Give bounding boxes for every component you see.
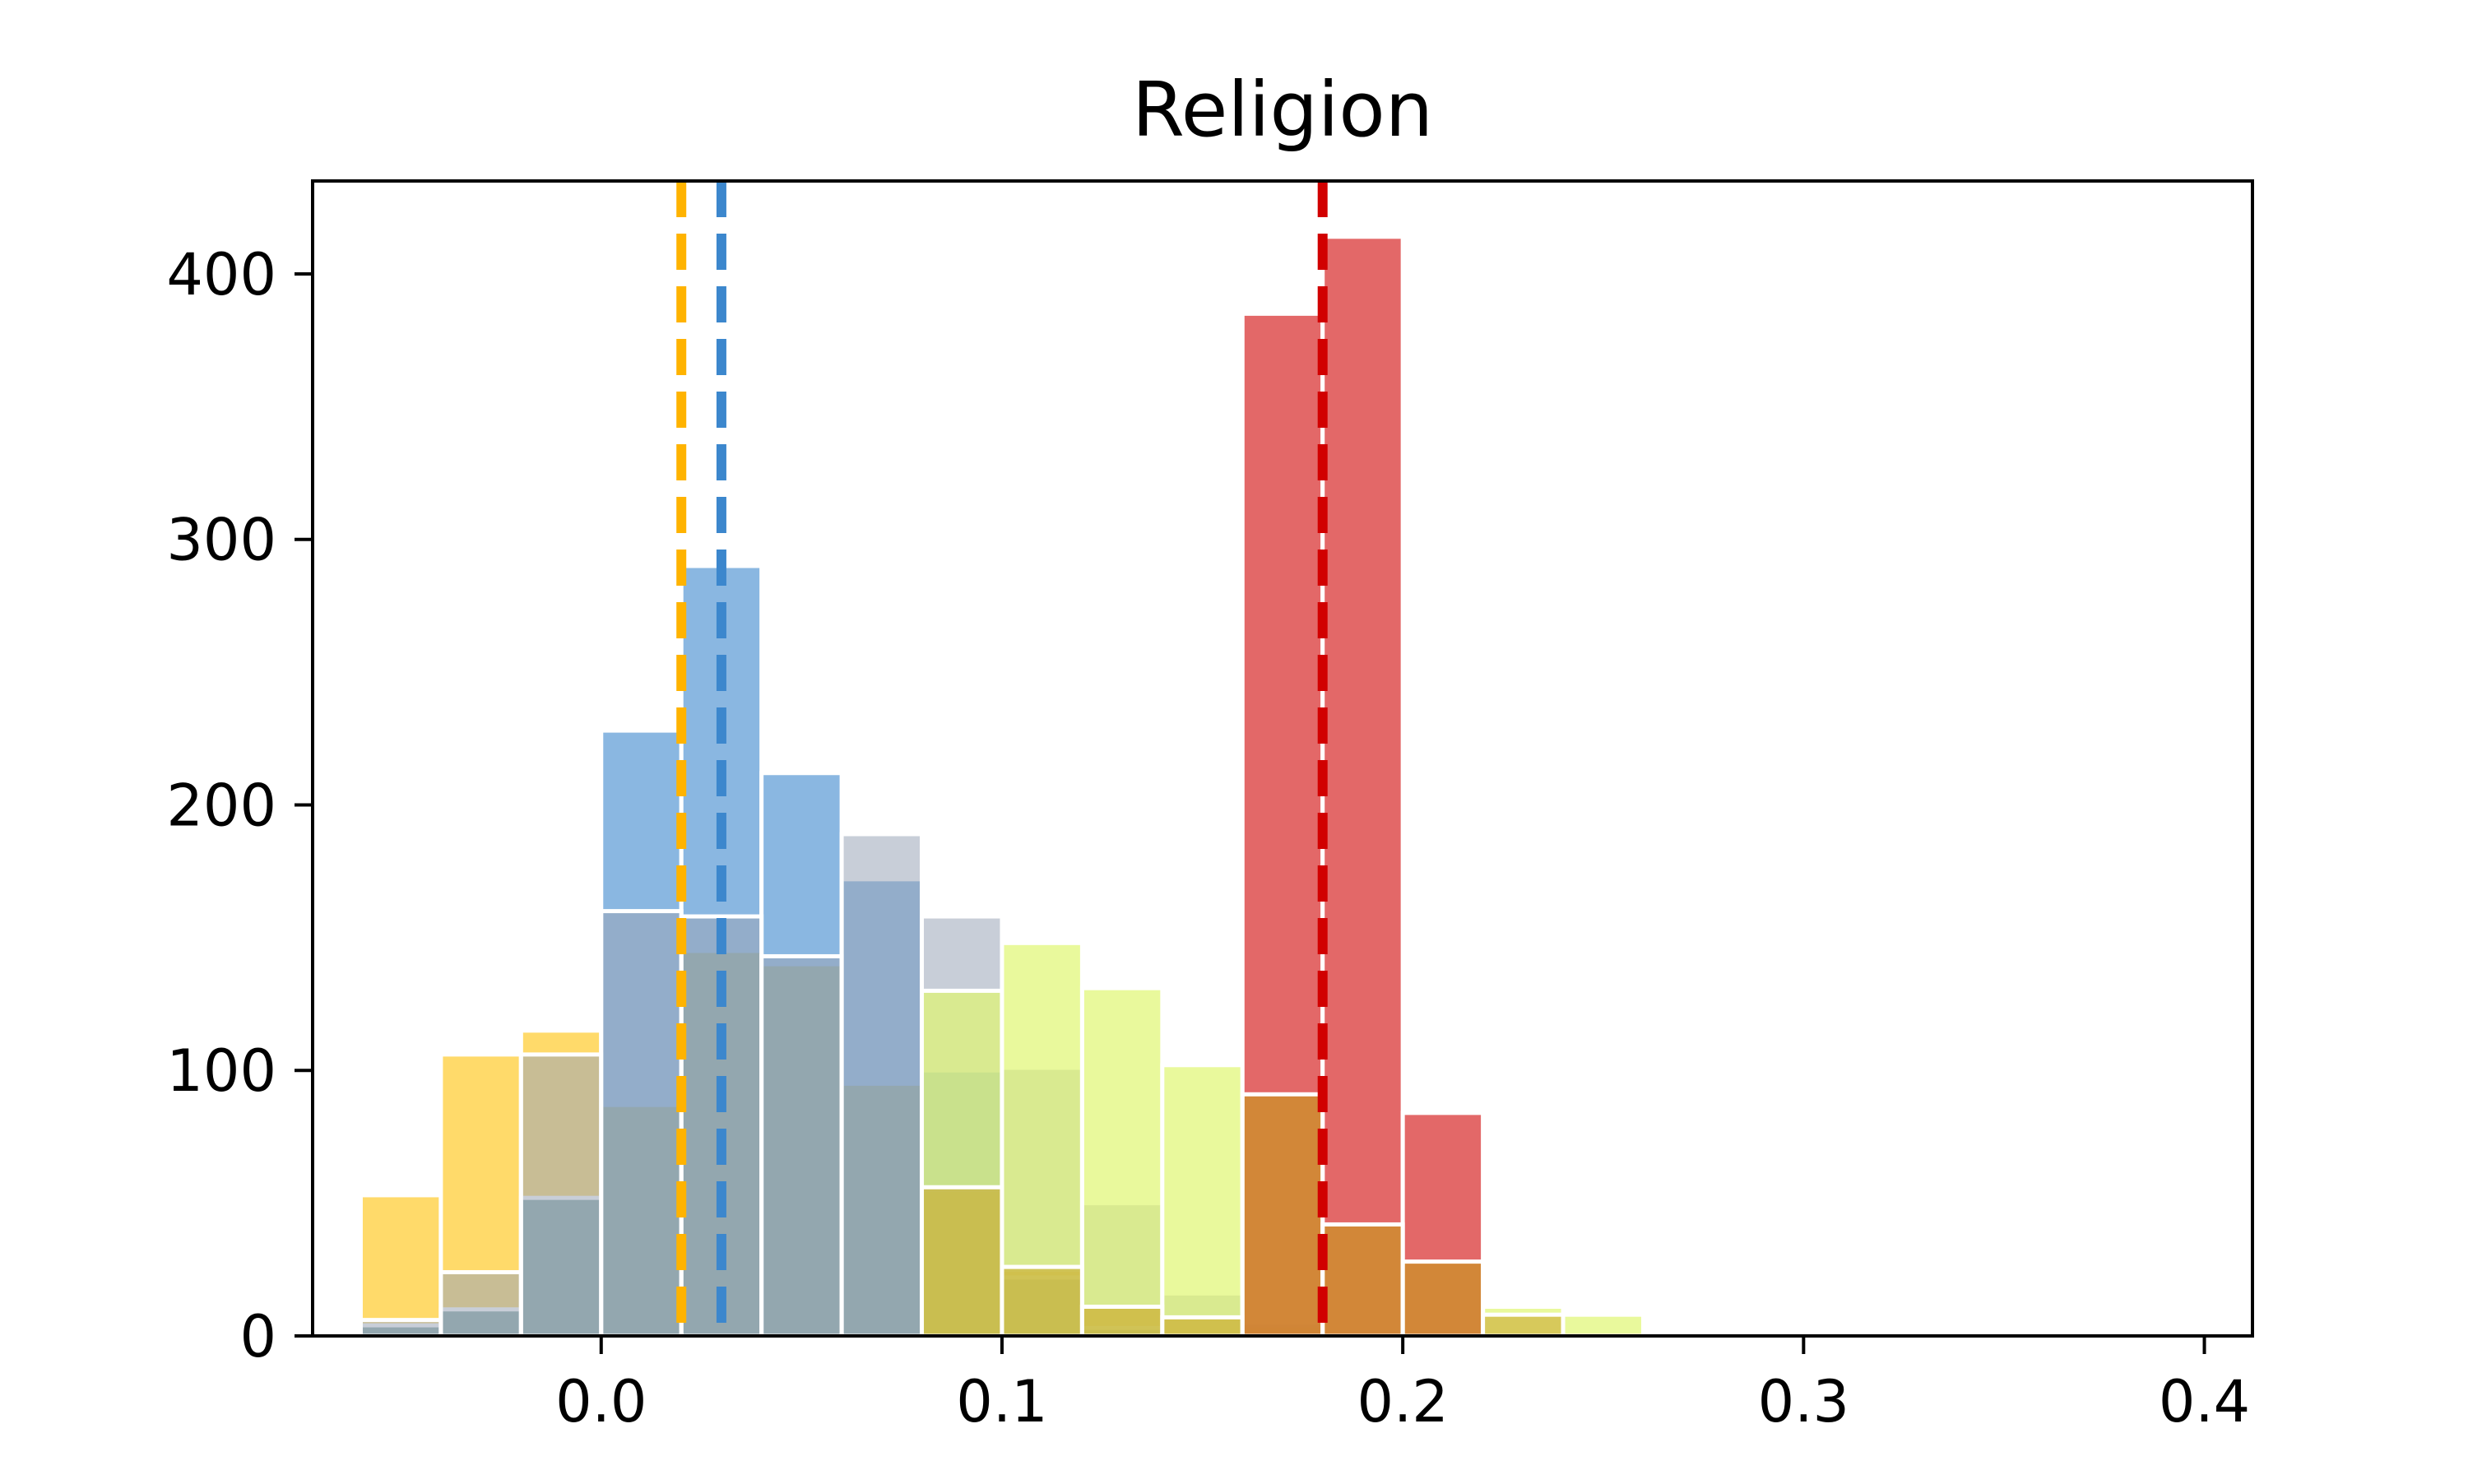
x-axis: 0.0 0.1 0.2 0.3 0.4: [555, 1336, 2250, 1435]
chart-title: Religion: [1132, 66, 1433, 154]
bar-series-5-bin-0: [920, 1185, 1004, 1338]
x-tick-label-1: 0.1: [956, 1368, 1047, 1435]
bar-series-2-bin-2: [518, 1052, 604, 1338]
bar-series-5-bin-4: [1240, 1092, 1325, 1338]
y-tick-label-3: 300: [166, 507, 276, 574]
y-tick-label-0: 0: [239, 1303, 276, 1370]
bar-series-0-bin-0: [358, 1193, 443, 1338]
y-axis: 0 100 200 300 400: [166, 241, 313, 1370]
bar-series-2-bin-1: [438, 1270, 523, 1338]
y-tick-label-1: 100: [166, 1037, 276, 1105]
bar-series-5-bin-6: [1400, 1259, 1486, 1338]
x-tick-label-2: 0.2: [1357, 1368, 1448, 1435]
bar-series-3-bin-2: [1079, 985, 1165, 1338]
bar-series-2-bin-3: [599, 909, 684, 1338]
x-tick-label-0: 0.0: [555, 1368, 647, 1435]
plot-frame: [311, 179, 2254, 1338]
bar-series-2-bin-6: [839, 832, 925, 1338]
mean-lines-layer: [676, 181, 1328, 1336]
bar-series-5-bin-7: [1481, 1312, 1566, 1338]
y-tick-label-2: 200: [166, 772, 276, 839]
series-4: [1240, 234, 1486, 1338]
bar-series-3-bin-3: [1160, 1063, 1245, 1338]
y-tick-label-4: 400: [166, 241, 276, 308]
bar-series-5-bin-1: [1000, 1264, 1084, 1338]
bar-series-2-bin-0: [358, 1318, 443, 1338]
bar-series-3-bin-8: [1561, 1312, 1645, 1338]
bar-series-5-bin-5: [1320, 1222, 1405, 1338]
x-tick-label-4: 0.4: [2159, 1368, 2250, 1435]
x-tick-label-3: 0.3: [1758, 1368, 1849, 1435]
bar-series-5-bin-2: [1079, 1304, 1165, 1338]
bar-series-2-bin-5: [759, 953, 844, 1338]
bar-series-5-bin-3: [1160, 1315, 1245, 1338]
bars-layer: [358, 234, 1726, 1338]
bar-series-4-bin-1: [1320, 234, 1405, 1338]
